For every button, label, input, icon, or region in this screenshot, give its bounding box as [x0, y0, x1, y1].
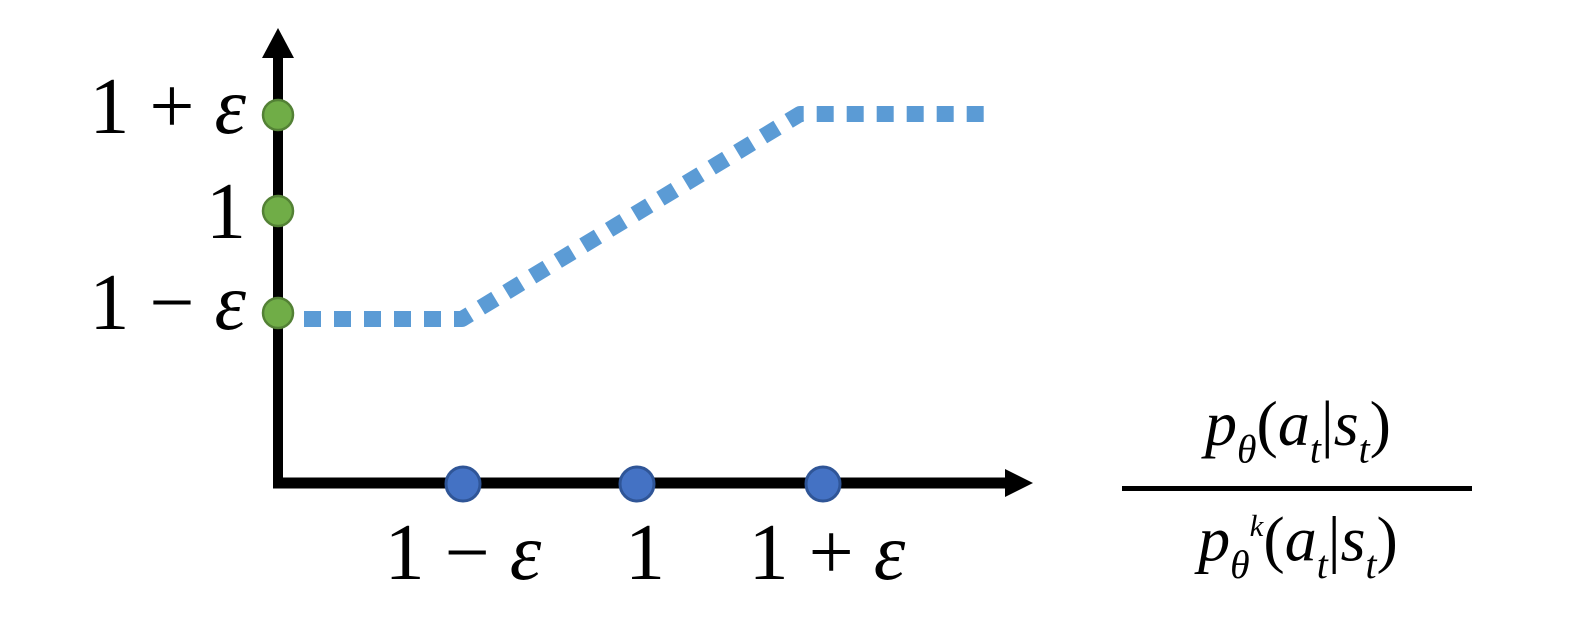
y-tick-label-1: 1 — [0, 172, 246, 252]
formula-token: a — [1284, 503, 1317, 575]
formula-token: p — [1205, 388, 1238, 459]
formula-token: t — [1358, 427, 1370, 472]
x-tick-text: 1 — [625, 509, 665, 597]
y-axis-green-dot — [261, 98, 295, 132]
formula-token: ( — [1263, 503, 1285, 575]
formula-token: ) — [1369, 388, 1391, 459]
fraction-bar — [1122, 486, 1472, 491]
y-axis-green-dot — [261, 194, 295, 228]
formula-token: ( — [1256, 388, 1278, 459]
y-tick-text: 1 − — [89, 259, 215, 347]
x-tick-label-1-plus-eps: 1 + ε — [717, 513, 937, 593]
formula-token: ) — [1376, 503, 1398, 575]
formula-token: a — [1277, 388, 1310, 459]
x-tick-label-1: 1 — [535, 513, 755, 593]
formula-token: t — [1316, 543, 1328, 588]
x-tick-label-1-minus-eps: 1 − ε — [353, 513, 573, 593]
y-axis-green-dot — [261, 296, 295, 330]
x-tick-text: 1 − — [384, 509, 510, 597]
y-tick-label-1-minus-eps: 1 − ε — [0, 263, 246, 343]
x-axis-blue-dot — [804, 465, 842, 503]
y-tick-text: 1 + — [89, 63, 215, 151]
formula-token: k — [1249, 508, 1264, 543]
x-tick-text: 1 + — [748, 509, 874, 597]
clip-function-dashed-line — [304, 106, 990, 327]
x-axis-arrow-icon — [1005, 469, 1033, 497]
y-tick-label-1-plus-eps: 1 + ε — [0, 67, 246, 147]
x-axis-ratio-formula: pθ(at|st) pθk(at|st) — [1108, 370, 1488, 610]
x-axis-blue-dot — [618, 465, 656, 503]
formula-token: t — [1309, 427, 1321, 472]
formula-token: | — [1320, 388, 1334, 459]
formula-denominator: pθk(at|st) — [1108, 482, 1488, 588]
x-axis-blue-dot — [444, 465, 482, 503]
formula-token: θ — [1237, 427, 1257, 472]
formula-token: s — [1333, 388, 1359, 459]
epsilon-symbol: ε — [214, 259, 246, 347]
formula-token: θk — [1230, 508, 1264, 588]
formula-numerator: pθ(at|st) — [1108, 380, 1488, 472]
formula-token: p — [1198, 503, 1231, 575]
epsilon-symbol: ε — [214, 63, 246, 151]
y-tick-text: 1 — [206, 168, 246, 256]
formula-token: t — [1365, 543, 1377, 588]
y-axis-arrow-icon — [262, 28, 294, 58]
formula-token: | — [1327, 503, 1341, 575]
epsilon-symbol: ε — [509, 509, 542, 597]
epsilon-symbol: ε — [873, 509, 906, 597]
formula-token: s — [1340, 503, 1366, 575]
